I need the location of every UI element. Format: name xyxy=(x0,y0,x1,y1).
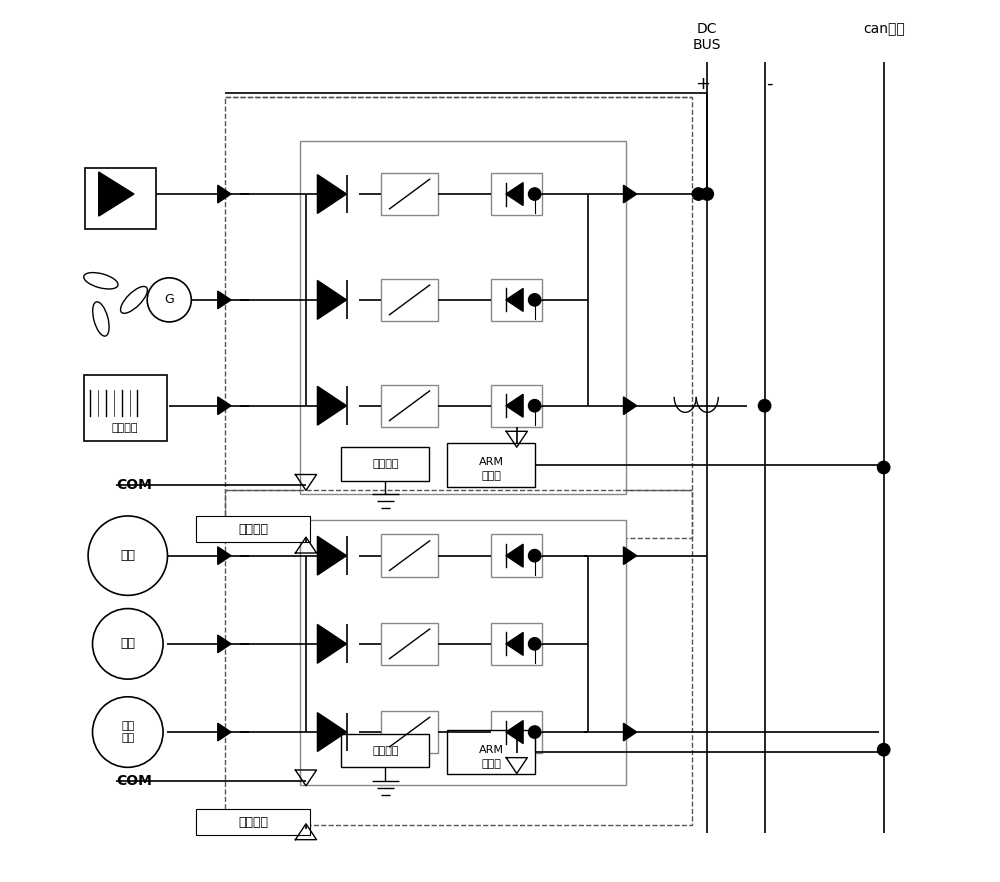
Text: +: + xyxy=(695,75,710,93)
Text: 防雷措施: 防雷措施 xyxy=(372,745,399,756)
Circle shape xyxy=(93,697,163,767)
Bar xyxy=(300,520,626,785)
Text: COM: COM xyxy=(116,478,152,492)
Bar xyxy=(196,809,310,835)
Polygon shape xyxy=(623,547,637,564)
Bar xyxy=(491,279,542,321)
Bar xyxy=(381,173,438,215)
Polygon shape xyxy=(317,386,347,425)
Bar xyxy=(341,734,429,767)
Bar xyxy=(84,375,167,441)
Text: 本地控制: 本地控制 xyxy=(238,816,268,828)
Text: 控制器: 控制器 xyxy=(481,471,501,482)
Text: 防雷措施: 防雷措施 xyxy=(372,459,399,469)
Polygon shape xyxy=(506,632,523,655)
Polygon shape xyxy=(506,544,523,567)
Bar xyxy=(300,141,626,494)
Circle shape xyxy=(147,278,191,322)
Polygon shape xyxy=(506,288,523,311)
Text: 控制器: 控制器 xyxy=(481,759,501,769)
Circle shape xyxy=(88,516,167,595)
Bar xyxy=(381,385,438,427)
Bar xyxy=(381,279,438,321)
Polygon shape xyxy=(506,394,523,417)
Bar xyxy=(447,443,535,487)
Polygon shape xyxy=(317,175,347,213)
Circle shape xyxy=(877,461,890,474)
Polygon shape xyxy=(317,624,347,663)
Text: ARM: ARM xyxy=(479,457,504,467)
Bar xyxy=(491,623,542,665)
Text: 光热: 光热 xyxy=(120,549,135,562)
Bar xyxy=(491,173,542,215)
Polygon shape xyxy=(218,397,231,415)
Polygon shape xyxy=(317,280,347,319)
Polygon shape xyxy=(506,183,523,206)
Bar xyxy=(381,623,438,665)
Polygon shape xyxy=(317,536,347,575)
Text: ARM: ARM xyxy=(479,744,504,755)
Text: 压缩
空气: 压缩 空气 xyxy=(121,721,134,743)
Text: G: G xyxy=(164,294,174,306)
Bar xyxy=(341,447,429,481)
Polygon shape xyxy=(218,723,231,741)
Bar xyxy=(85,168,156,229)
Circle shape xyxy=(758,400,771,412)
Text: COM: COM xyxy=(116,774,152,788)
Polygon shape xyxy=(623,185,637,203)
Bar xyxy=(491,711,542,753)
Polygon shape xyxy=(218,635,231,653)
Circle shape xyxy=(528,294,541,306)
Polygon shape xyxy=(317,713,347,751)
Circle shape xyxy=(692,188,705,200)
Text: 本地控制: 本地控制 xyxy=(238,523,268,535)
Text: can总线: can总线 xyxy=(863,22,905,36)
Circle shape xyxy=(93,609,163,679)
Text: 飞轮: 飞轮 xyxy=(120,638,135,650)
Polygon shape xyxy=(623,397,637,415)
Bar xyxy=(196,516,310,542)
Polygon shape xyxy=(218,185,231,203)
Bar xyxy=(225,97,692,538)
Polygon shape xyxy=(218,291,231,309)
Bar xyxy=(447,730,535,774)
Polygon shape xyxy=(623,723,637,741)
Bar xyxy=(225,490,692,825)
Circle shape xyxy=(528,188,541,200)
Text: -: - xyxy=(766,75,772,93)
Circle shape xyxy=(528,726,541,738)
Circle shape xyxy=(877,744,890,756)
Circle shape xyxy=(701,188,713,200)
Text: 燃料电池: 燃料电池 xyxy=(112,422,138,433)
Polygon shape xyxy=(99,172,134,216)
Bar xyxy=(491,534,542,577)
Circle shape xyxy=(528,549,541,562)
Polygon shape xyxy=(506,721,523,744)
Bar xyxy=(381,711,438,753)
Circle shape xyxy=(528,400,541,412)
Polygon shape xyxy=(218,547,231,564)
Bar xyxy=(381,534,438,577)
Text: DC
BUS: DC BUS xyxy=(693,22,722,52)
Circle shape xyxy=(528,638,541,650)
Bar xyxy=(491,385,542,427)
